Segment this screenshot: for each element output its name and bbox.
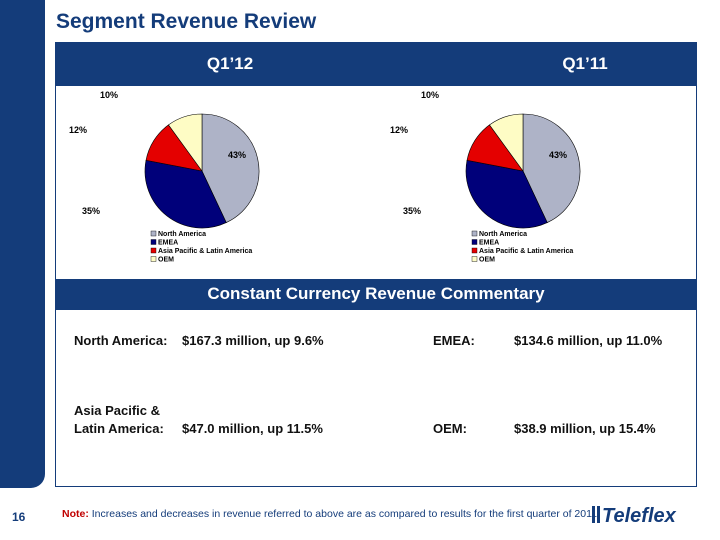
- commentary-header-band: Constant Currency Revenue Commentary: [55, 279, 697, 310]
- asia-pacific-label-line1: Asia Pacific &: [74, 403, 160, 418]
- legend-item-asia-pacific: Asia Pacific & Latin America: [158, 248, 252, 255]
- legend-swatch-north-america: [150, 230, 157, 237]
- legend-item-emea: EMEA: [479, 240, 499, 247]
- page-title: Segment Revenue Review: [56, 10, 317, 33]
- legend-item-oem: OEM: [479, 257, 495, 264]
- legend-swatch-oem: [471, 256, 478, 262]
- pie-label-north-america: 43%: [228, 150, 246, 160]
- legend-swatch-asia-pacific: [150, 247, 157, 254]
- pie-label-north-america: 43%: [549, 150, 567, 160]
- legend-item-north-america: North America: [479, 231, 527, 238]
- emea-value: $134.6 million, up 11.0%: [514, 333, 663, 348]
- left-accent-bar: [0, 0, 45, 488]
- period-label-q1-12: Q1’12: [206, 54, 254, 73]
- north-america-value: $167.3 million, up 9.6%: [182, 333, 324, 348]
- asia-pacific-label-line2: Latin America:: [74, 421, 164, 436]
- legend-item-oem: OEM: [158, 257, 174, 264]
- logo-wordmark: Teleflex: [602, 505, 677, 527]
- legend-swatch-oem: [150, 256, 157, 262]
- legend-swatch-emea: [471, 239, 478, 245]
- pie-slice-emea: [465, 159, 548, 229]
- pie-label-emea: 35%: [403, 206, 421, 216]
- pie-slice-north-america: [522, 113, 581, 223]
- legend-swatch-emea: [150, 239, 157, 245]
- pie-slice-emea: [144, 159, 227, 229]
- oem-label: OEM:: [433, 421, 467, 436]
- asia-pacific-value: $47.0 million, up 11.5%: [182, 421, 323, 436]
- north-america-label: North America:: [74, 333, 168, 348]
- legend-swatch-asia-pacific: [471, 247, 478, 254]
- pie-slice-north-america: [201, 113, 260, 223]
- pie-slice-oem: [168, 113, 203, 172]
- footnote-text: Increases and decreases in revenue refer…: [88, 508, 600, 520]
- footnote: Note: Increases and decreases in revenue…: [62, 508, 600, 520]
- footnote-label: Note:: [62, 508, 89, 520]
- pie-label-asia-pacific: 12%: [390, 125, 408, 135]
- emea-label: EMEA:: [433, 333, 475, 348]
- pie-slice-oem: [489, 113, 524, 172]
- pie-label-oem: 10%: [100, 90, 118, 100]
- legend-swatch-north-america: [471, 230, 478, 237]
- oem-value: $38.9 million, up 15.4%: [514, 421, 656, 436]
- legend-item-asia-pacific: Asia Pacific & Latin America: [479, 248, 573, 255]
- legend-item-north-america: North America: [158, 231, 206, 238]
- period-label-q1-11: Q1’11: [562, 54, 608, 73]
- legend-item-emea: EMEA: [158, 240, 178, 247]
- pie-label-asia-pacific: 12%: [69, 125, 87, 135]
- period-header-band: Q1’12 Q1’11: [55, 42, 697, 86]
- slide-number: 16: [12, 510, 26, 524]
- teleflex-logo: Teleflex: [592, 505, 677, 527]
- pie-label-oem: 10%: [421, 90, 439, 100]
- pie-label-emea: 35%: [82, 206, 100, 216]
